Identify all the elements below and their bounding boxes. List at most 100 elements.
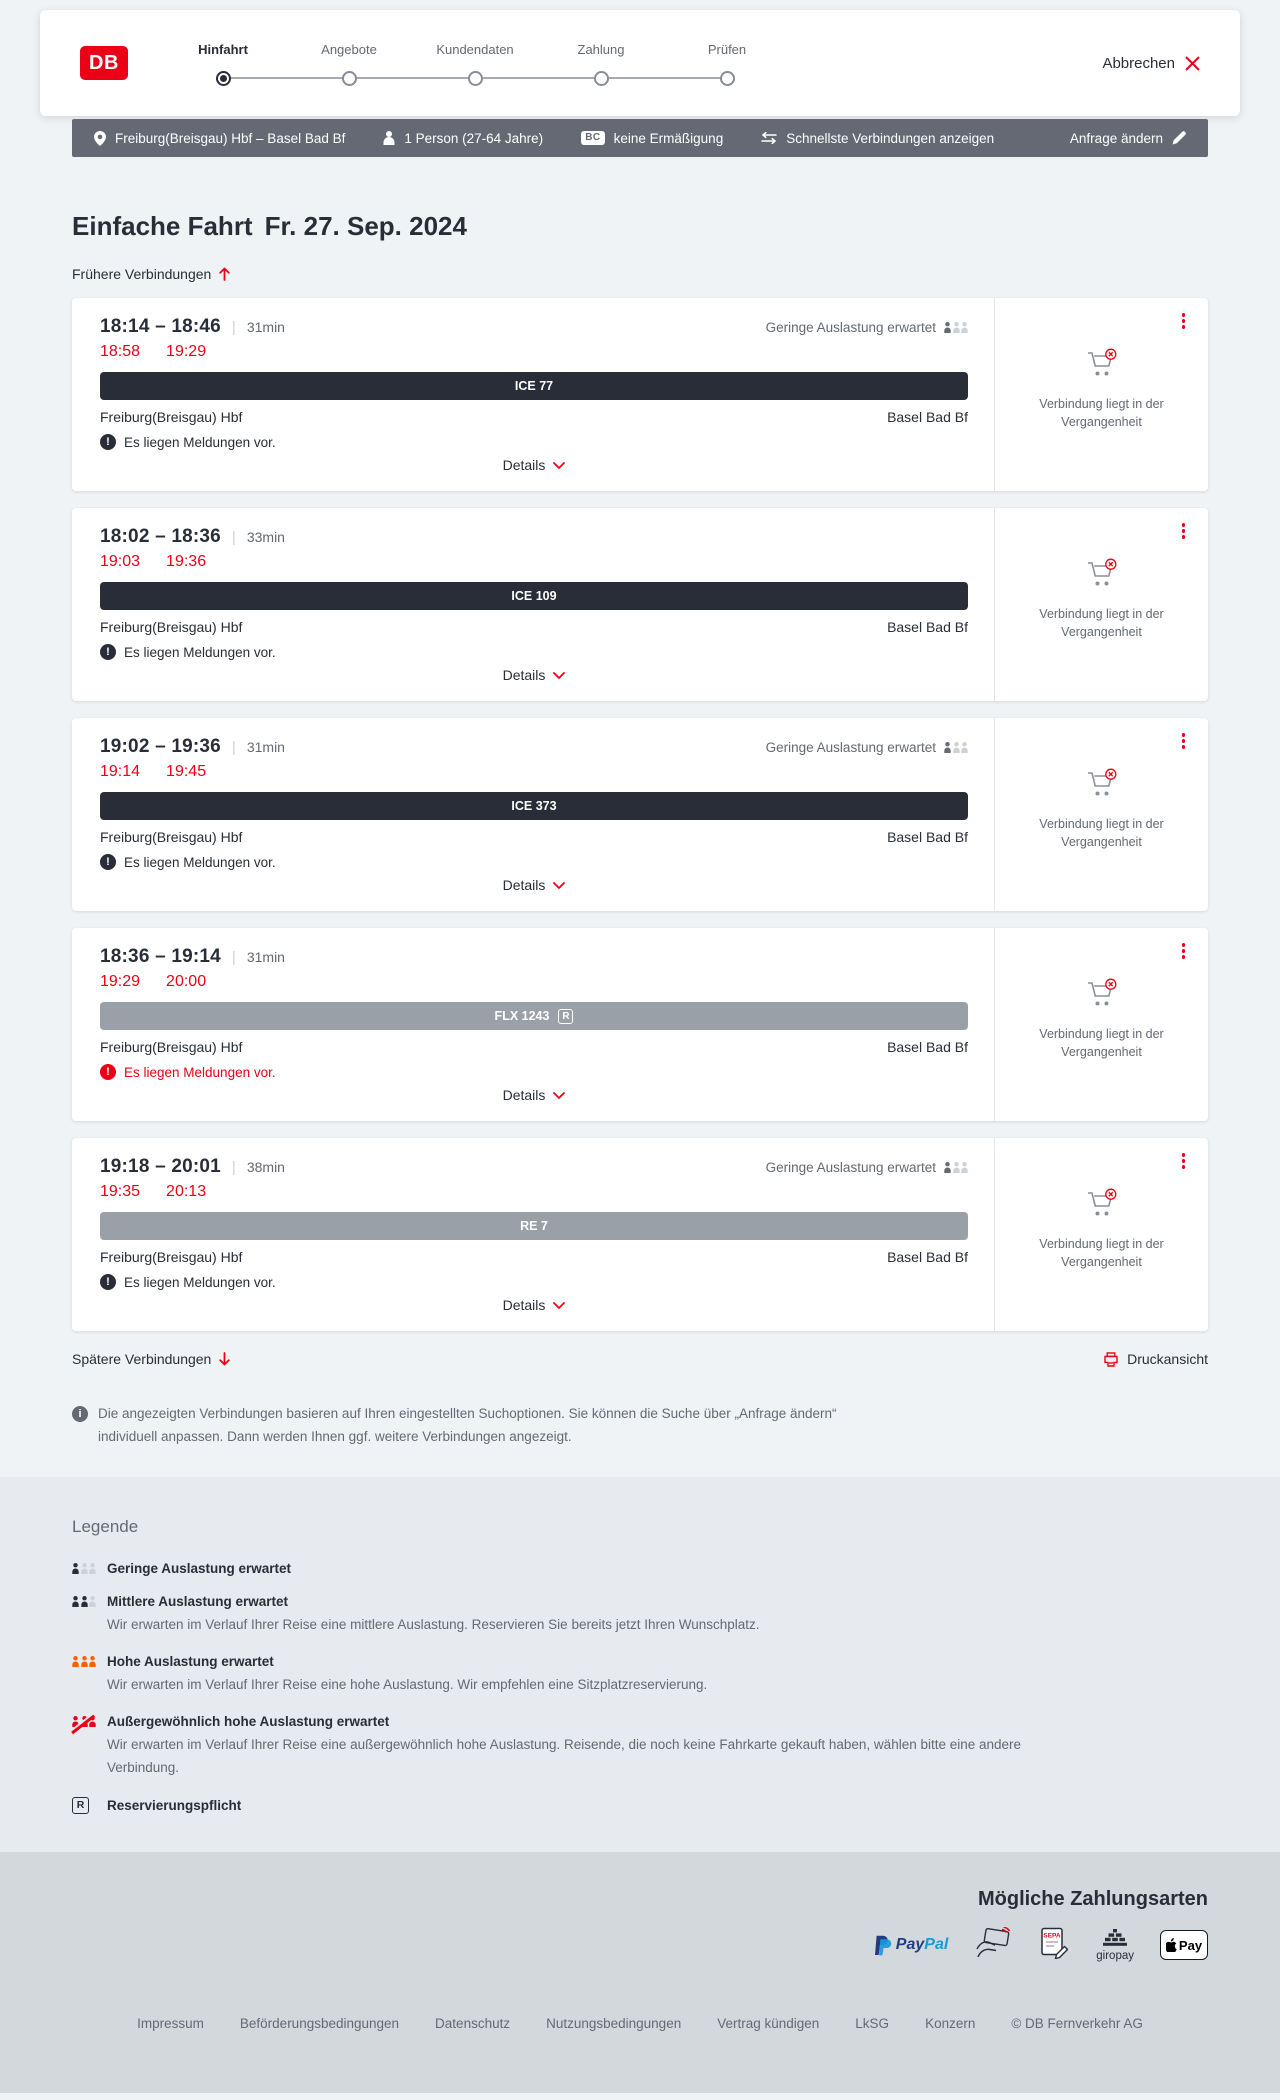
arrival-station: Basel Bad Bf (887, 1039, 968, 1055)
departure-station: Freiburg(Breisgau) Hbf (100, 409, 243, 425)
delayed-times: 19:29 20:00 (100, 973, 968, 991)
step-pruefen[interactable]: Prüfen (664, 42, 790, 86)
connection-side-panel: Verbindung liegt in der Vergangenheit (994, 1138, 1208, 1331)
kebab-menu-icon[interactable] (1179, 1150, 1189, 1172)
payment-title: Mögliche Zahlungsarten (977, 1887, 1208, 1910)
train-bar[interactable]: RE 7 (100, 1212, 968, 1240)
train-bar[interactable]: ICE 77 (100, 372, 968, 400)
delayed-arrival: 20:00 (166, 973, 207, 990)
train-label: ICE 373 (511, 799, 557, 813)
trip-type-label: Einfache Fahrt (72, 211, 253, 241)
paypal-mark-icon (874, 1935, 891, 1956)
apple-icon (1165, 1938, 1177, 1953)
train-label: ICE 77 (514, 379, 554, 393)
location-pin-icon (94, 130, 106, 146)
occupancy-indicator: Geringe Auslastung erwartet (766, 320, 968, 335)
step-angebote[interactable]: Angebote (286, 42, 412, 86)
fastest-connections-label: Schnellste Verbindungen anzeigen (786, 130, 995, 146)
details-button[interactable]: Details (503, 667, 566, 683)
footer-links: Impressum Beförderungsbedingungen Datens… (72, 2016, 1208, 2031)
delayed-arrival: 20:13 (166, 1183, 207, 1200)
occupancy-label: Geringe Auslastung erwartet (765, 1159, 936, 1175)
legend-item-reservation: R Reservierungspflicht (72, 1796, 1208, 1814)
footer-link-datenschutz[interactable]: Datenschutz (435, 2015, 511, 2031)
legend-label: Geringe Auslastung erwartet (107, 1560, 292, 1576)
train-bar[interactable]: FLX 1243 R (100, 1002, 968, 1030)
connection-main: 18:14 – 18:46 | 31min Geringe Auslastung… (100, 316, 968, 473)
route-summary: Freiburg(Breisgau) Hbf – Basel Bad Bf (94, 130, 345, 146)
connection-duration: 38min (246, 1159, 285, 1175)
delayed-departure: 19:29 (100, 973, 141, 990)
info-note: i Die angezeigten Verbindungen basieren … (72, 1403, 847, 1449)
kebab-menu-icon[interactable] (1179, 730, 1189, 752)
connection-main: 19:18 – 20:01 | 38min Geringe Auslastung… (100, 1156, 968, 1313)
info-icon: i (72, 1406, 88, 1422)
legend-description: Wir erwarten im Verlauf Ihrer Reise eine… (107, 1677, 708, 1693)
kebab-menu-icon[interactable] (1179, 940, 1189, 962)
change-request-button[interactable]: Anfrage ändern (1070, 131, 1186, 146)
footer-link-konzern[interactable]: Konzern (925, 2015, 976, 2031)
arrival-station: Basel Bad Bf (887, 1249, 968, 1265)
earlier-connections-label: Frühere Verbindungen (72, 266, 212, 282)
details-label: Details (502, 877, 546, 893)
step-kundendaten[interactable]: Kundendaten (412, 42, 538, 86)
fastest-connections-icon (761, 132, 777, 144)
cancel-button[interactable]: Abbrechen (1102, 55, 1200, 72)
chevron-down-icon (553, 881, 566, 889)
connection-side-panel: Verbindung liegt in der Vergangenheit (994, 718, 1208, 911)
legend-item-high: Hohe Auslastung erwartet Wir erwarten im… (72, 1654, 1208, 1696)
train-bar[interactable]: ICE 109 (100, 582, 968, 610)
arrow-down-icon (219, 1352, 231, 1366)
app-header: DB Hinfahrt Angebote Kundendaten Zahlung… (40, 10, 1240, 116)
details-button[interactable]: Details (503, 877, 566, 893)
footer-link-nutzungsbedingungen[interactable]: Nutzungsbedingungen (546, 2015, 682, 2031)
connection-card: 19:18 – 20:01 | 38min Geringe Auslastung… (72, 1138, 1208, 1331)
footer-link-lksg[interactable]: LkSG (855, 2015, 890, 2031)
print-view-button[interactable]: Druckansicht (1103, 1351, 1208, 1367)
details-button[interactable]: Details (503, 1087, 566, 1103)
train-bar[interactable]: ICE 373 (100, 792, 968, 820)
footer-copyright: © DB Fernverkehr AG (1011, 2015, 1143, 2031)
discount-summary: BC keine Ermäßigung (581, 131, 723, 146)
message-label: Es liegen Meldungen vor. (124, 1064, 276, 1080)
step-indicator (341, 71, 357, 86)
arrival-station: Basel Bad Bf (887, 409, 968, 425)
connection-side-panel: Verbindung liegt in der Vergangenheit (994, 298, 1208, 491)
connection-main: 19:02 – 19:36 | 31min Geringe Auslastung… (100, 736, 968, 893)
details-button[interactable]: Details (503, 457, 566, 473)
footer-link-befoerderungsbedingungen[interactable]: Beförderungsbedingungen (239, 2015, 400, 2031)
earlier-connections-link[interactable]: Frühere Verbindungen (72, 266, 231, 282)
payment-methods: Pay Pal SEPA (72, 1926, 1208, 1964)
legend-label: Außergewöhnlich hohe Auslastung erwartet (107, 1714, 390, 1730)
close-icon (1185, 56, 1200, 70)
footer-link-impressum[interactable]: Impressum (137, 2015, 204, 2031)
footer-link-vertrag-kuendigen[interactable]: Vertrag kündigen (717, 2015, 820, 2031)
legend-title: Legende (72, 1516, 139, 1536)
message-label: Es liegen Meldungen vor. (124, 854, 276, 870)
past-connection-note: Verbindung liegt in der Vergangenheit (1039, 607, 1164, 640)
giropay-icon (1103, 1928, 1128, 1946)
credit-card-icon (974, 1926, 1012, 1964)
step-label: Angebote (321, 42, 377, 57)
print-view-label: Druckansicht (1127, 1351, 1208, 1367)
page-title: Einfache Fahrt Fr. 27. Sep. 2024 (72, 211, 1208, 242)
legend-item-exceptional: Außergewöhnlich hohe Auslastung erwartet… (72, 1714, 1208, 1779)
step-indicator (719, 71, 735, 86)
chevron-down-icon (553, 671, 566, 679)
occupancy-low-icon (944, 321, 968, 333)
connection-times: 18:02 – 18:36 (100, 526, 221, 547)
fastest-connections-toggle[interactable]: Schnellste Verbindungen anzeigen (761, 131, 994, 146)
delayed-times: 18:58 19:29 (100, 343, 968, 361)
step-hinfahrt[interactable]: Hinfahrt (160, 42, 286, 86)
cart-unavailable-icon (1085, 768, 1119, 803)
kebab-menu-icon[interactable] (1179, 310, 1189, 332)
step-zahlung[interactable]: Zahlung (538, 42, 664, 86)
delayed-departure: 19:35 (100, 1183, 141, 1200)
kebab-menu-icon[interactable] (1179, 520, 1189, 542)
printer-icon (1104, 1351, 1118, 1367)
details-button[interactable]: Details (503, 1297, 566, 1313)
later-connections-link[interactable]: Spätere Verbindungen (72, 1351, 231, 1367)
giropay-label: giropay (1096, 1949, 1134, 1962)
sepa-icon: SEPA (1038, 1927, 1070, 1964)
connection-card: 18:36 – 19:14 | 31min 19:29 20:00 FLX 12… (72, 928, 1208, 1121)
